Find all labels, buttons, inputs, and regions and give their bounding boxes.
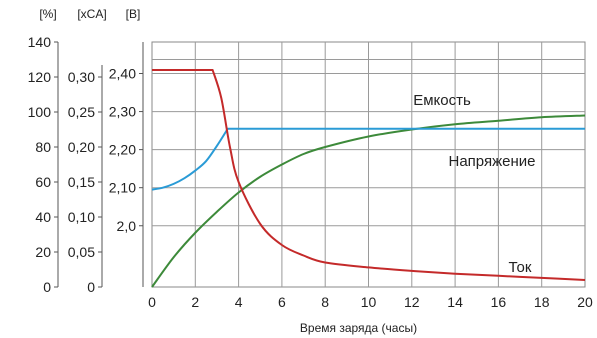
x-tick-label: 18 [534,294,550,310]
y-tick-label: 2,20 [109,142,136,158]
y-tick-label: 2,0 [117,218,137,234]
x-tick-label: 4 [235,294,243,310]
x-tick-label: 14 [447,294,463,310]
series-label: Напряжение [449,153,536,170]
y-axis-unit: [B] [126,7,141,21]
x-tick-label: 12 [404,294,420,310]
y-tick-label: 140 [28,34,52,50]
y-tick-label: 2,10 [109,180,136,196]
x-tick-label: 6 [278,294,286,310]
y-tick-label: 40 [35,209,51,225]
y-tick-label: 20 [35,244,51,260]
x-tick-label: 16 [491,294,507,310]
x-tick-label: 10 [361,294,377,310]
y-tick-label: 0,20 [68,139,95,155]
y-tick-label: 0 [87,279,95,295]
y-tick-label: 60 [35,174,51,190]
y-tick-label: 80 [35,139,51,155]
y-tick-label: 0,15 [68,174,95,190]
x-tick-label: 0 [148,294,156,310]
y-tick-label: 2,40 [109,66,136,82]
series-label: Ток [509,259,532,276]
y-tick-label: 0,25 [68,104,95,120]
y-tick-label: 0,30 [68,69,95,85]
x-tick-label: 2 [191,294,199,310]
y-axis-unit: [%] [39,7,56,21]
y-tick-label: 0 [43,279,51,295]
y-tick-label: 100 [28,104,52,120]
y-tick-label: 120 [28,69,52,85]
y-tick-label: 2,30 [109,104,136,120]
x-tick-label: 8 [321,294,329,310]
y-tick-label: 0,10 [68,209,95,225]
y-tick-label: 0,05 [68,244,95,260]
series-label: Емкость [413,92,471,109]
y-axis-unit: [xCA] [77,7,106,21]
x-axis-label: Время заряда (часы) [300,321,417,335]
x-tick-label: 20 [577,294,593,310]
